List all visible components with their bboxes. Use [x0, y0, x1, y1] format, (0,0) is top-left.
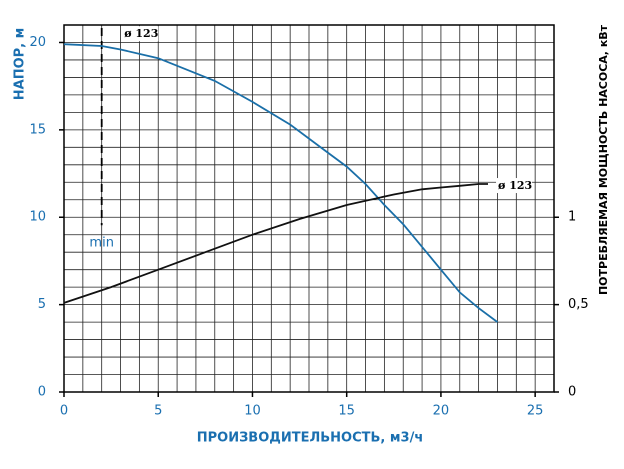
- series-label: ø 123: [124, 27, 158, 40]
- y2-tick-label: 1: [568, 210, 576, 225]
- x-tick-label: 15: [338, 404, 355, 419]
- y-tick-label: 0: [38, 385, 46, 400]
- x-tick-label: 20: [433, 404, 450, 419]
- y2-tick-label: 0: [568, 385, 576, 400]
- min-label: min: [89, 236, 114, 251]
- y-axis-title: НАПОР, м: [13, 28, 28, 101]
- series-line: [63, 43, 499, 323]
- series-label-bg: [122, 26, 159, 42]
- series-line: [63, 183, 488, 304]
- x-tick-label: 25: [527, 404, 544, 419]
- y2-tick-label: 0,5: [568, 297, 589, 312]
- x-tick-label: 10: [244, 404, 261, 419]
- y-tick-label: 20: [29, 35, 46, 50]
- plot-frame: [63, 24, 555, 393]
- series-label-bg: [496, 178, 533, 194]
- y-tick-label: 10: [29, 210, 46, 225]
- x-tick-label: 0: [60, 404, 68, 419]
- y-tick-label: 15: [29, 122, 46, 137]
- x-tick-label: 5: [154, 404, 162, 419]
- x-axis-title: ПРОИЗВОДИТЕЛЬНОСТЬ, м3/ч: [197, 431, 424, 446]
- y-tick-label: 5: [38, 297, 46, 312]
- y2-axis-title: ПОТРЕБЛЯЕМАЯ МОЩНОСТЬ НАСОСА, кВт: [597, 24, 610, 295]
- series-label: ø 123: [498, 179, 532, 192]
